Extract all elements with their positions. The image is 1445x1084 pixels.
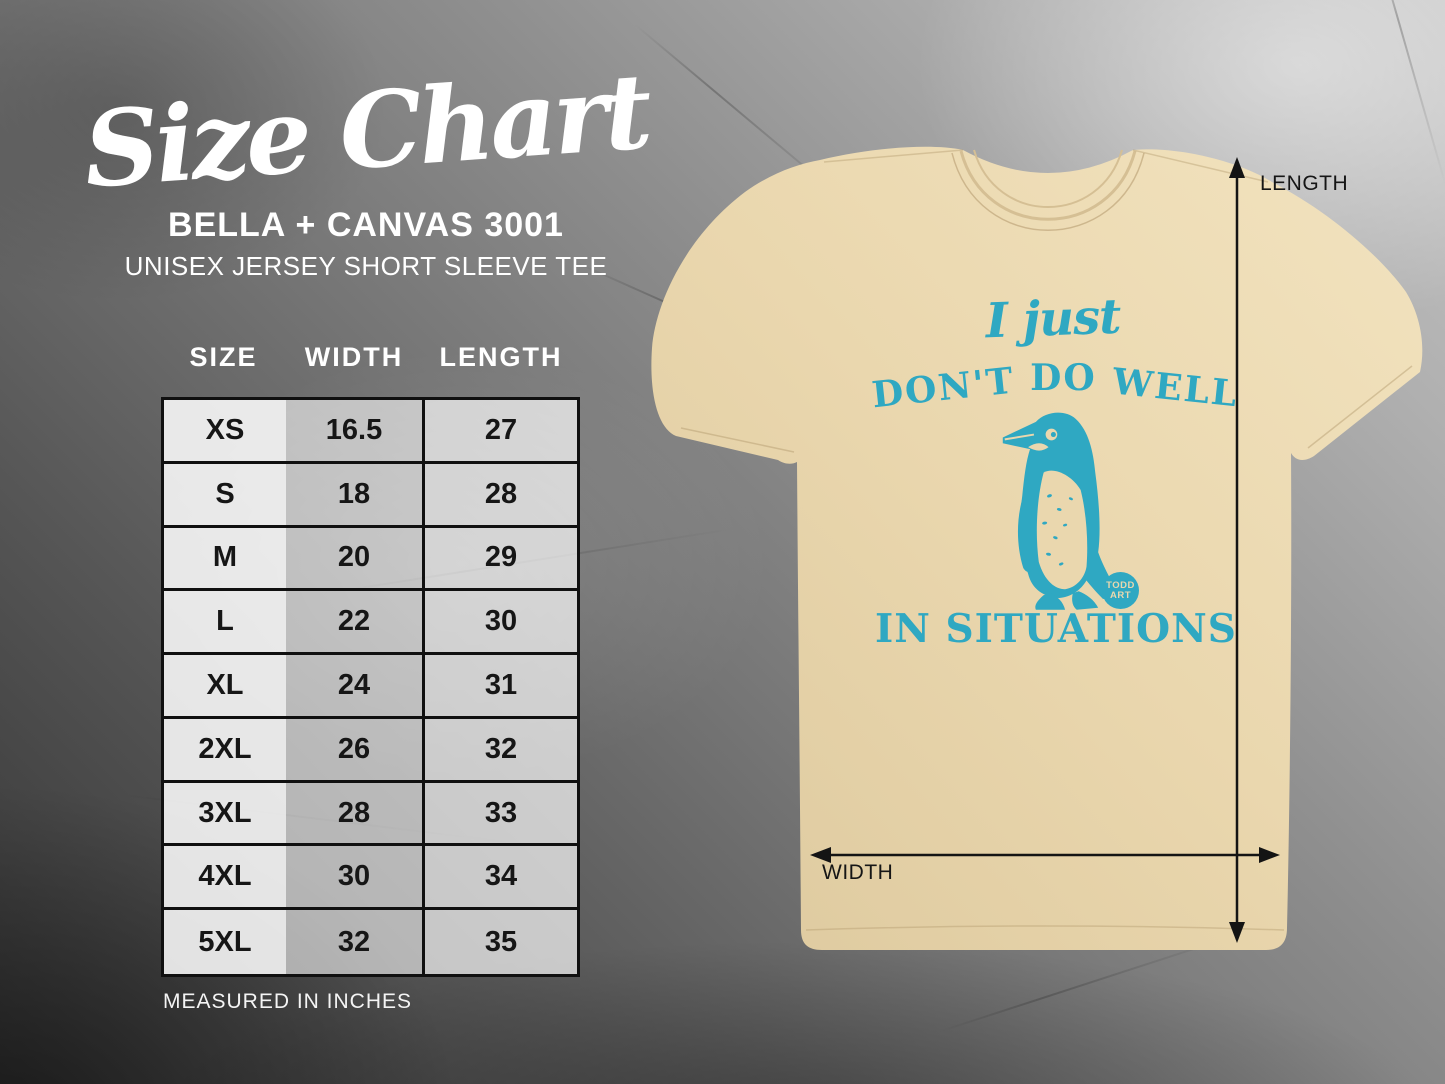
shoulder-seam-right <box>1132 149 1269 183</box>
product-subtitle: UNISEX JERSEY SHORT SLEEVE TEE <box>124 250 608 281</box>
collar-stitch <box>951 152 1145 231</box>
size-cell: 5XL <box>164 910 286 974</box>
length-cell: 33 <box>422 782 577 844</box>
size-table-header: SIZE WIDTH LENGTH <box>161 342 580 373</box>
column-header-length: LENGTH <box>439 342 563 372</box>
size-cell: M <box>164 527 286 589</box>
length-cell: 35 <box>422 910 577 974</box>
todd-art-logo: TODD ART <box>1102 572 1139 609</box>
logo-line: ART <box>1109 589 1132 601</box>
table-row: 5XL 32 35 <box>164 910 577 974</box>
collar-rib-inner <box>973 149 1123 208</box>
length-arrow <box>1229 157 1245 943</box>
sleeve-hem-left <box>680 427 795 453</box>
table-row: S 18 28 <box>164 463 577 528</box>
width-cell: 32 <box>286 910 422 974</box>
length-cell: 32 <box>422 718 577 780</box>
table-row: 3XL 28 33 <box>164 782 577 847</box>
length-cell: 29 <box>422 527 577 589</box>
width-cell: 30 <box>286 846 422 908</box>
table-row: XS 16.5 27 <box>164 400 577 464</box>
shoulder-seam-left <box>823 149 964 163</box>
length-label: LENGTH <box>1260 172 1349 195</box>
size-cell: L <box>164 591 286 653</box>
print-text-in-situations: IN SITUATIONS <box>875 606 1237 652</box>
table-row: L 22 30 <box>164 591 577 656</box>
sleeve-hem-right <box>1307 365 1413 449</box>
size-cell: 3XL <box>164 782 286 844</box>
print-text-i-just: I just <box>984 288 1122 350</box>
size-cell: XS <box>164 400 286 461</box>
brand-subtitle: BELLA + CANVAS 3001 <box>168 205 564 244</box>
table-row: XL 24 31 <box>164 655 577 719</box>
size-cell: XL <box>164 655 286 716</box>
column-header-width: WIDTH <box>304 342 404 372</box>
table-row: 4XL 30 34 <box>164 846 577 911</box>
collar-rib-outer <box>959 150 1137 221</box>
column-header-size: SIZE <box>189 342 258 372</box>
size-cell: 2XL <box>164 718 286 780</box>
print-text-dont-do-well: DON'T DO WELL <box>870 357 1241 416</box>
width-arrow <box>810 847 1280 863</box>
logo-line: TODD <box>1106 579 1135 591</box>
width-cell: 20 <box>286 527 422 589</box>
length-cell: 31 <box>422 655 577 716</box>
table-row: 2XL 26 32 <box>164 718 577 783</box>
measurement-note: MEASURED IN INCHES <box>163 990 413 1013</box>
width-cell: 16.5 <box>286 400 422 461</box>
print-word: DO <box>1030 357 1097 399</box>
title-block: Size Chart BELLA + CANVAS 3001 UNISEX JE… <box>50 49 682 282</box>
size-cell: 4XL <box>164 846 286 908</box>
bottom-hem-stitch <box>805 925 1285 931</box>
width-cell: 22 <box>286 591 422 653</box>
width-cell: 24 <box>286 655 422 716</box>
width-cell: 18 <box>286 463 422 525</box>
table-row: M 20 29 <box>164 527 577 592</box>
width-label: WIDTH <box>822 861 894 884</box>
length-cell: 30 <box>422 591 577 653</box>
size-cell: S <box>164 463 286 525</box>
length-cell: 28 <box>422 463 577 525</box>
width-cell: 26 <box>286 718 422 780</box>
length-cell: 27 <box>422 400 577 461</box>
penguin-graphic <box>1002 412 1121 610</box>
length-cell: 34 <box>422 846 577 908</box>
width-cell: 28 <box>286 782 422 844</box>
size-table: XS 16.5 27 S 18 28 M 20 29 L 22 30 XL 24… <box>161 397 580 977</box>
